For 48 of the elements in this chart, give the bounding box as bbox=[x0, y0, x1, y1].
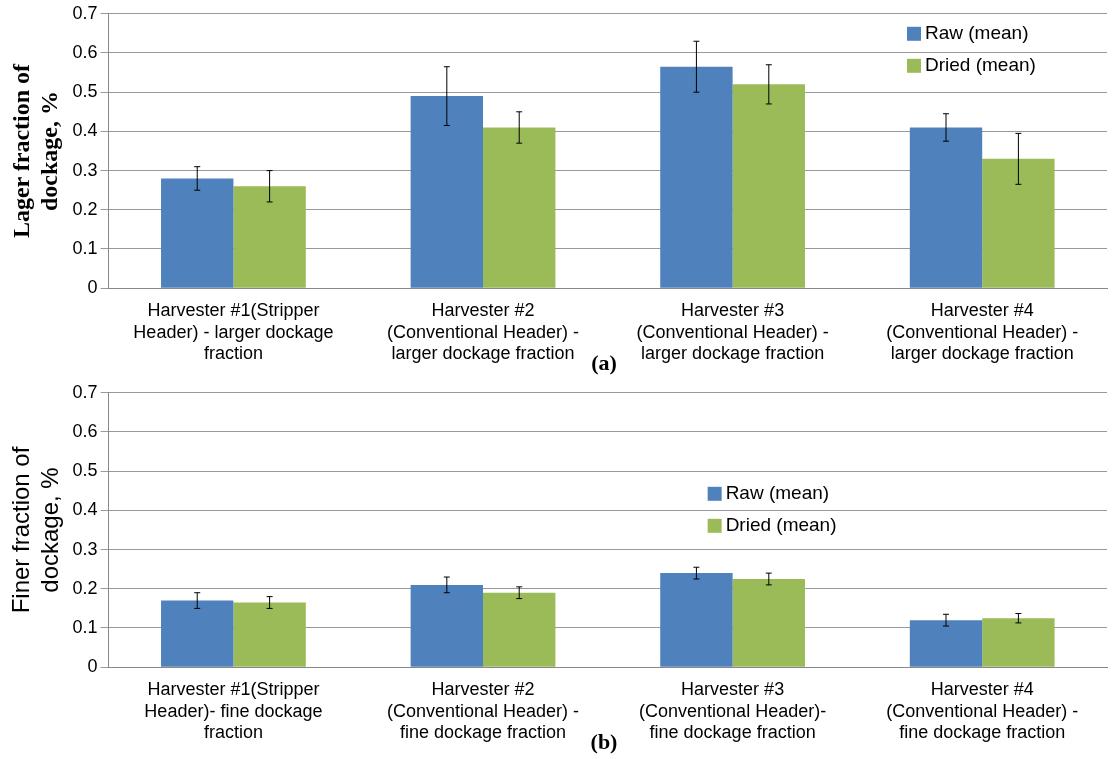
bar bbox=[660, 573, 733, 667]
bar bbox=[660, 66, 733, 288]
bar bbox=[483, 592, 556, 667]
bar bbox=[410, 584, 484, 667]
y-tick-label: 0.6 bbox=[72, 41, 98, 62]
bar bbox=[161, 600, 234, 667]
y-tick-label: 0.3 bbox=[72, 159, 98, 180]
y-tick-label: 0.1 bbox=[72, 616, 98, 637]
x-tick-label: Harvester #1(Stripper Header)- fine dockage fraction bbox=[144, 678, 323, 743]
y-tick-label: 0.1 bbox=[72, 237, 98, 258]
text: (b) bbox=[590, 728, 618, 754]
x-tick-label: Harvester #3 (Conventional Header) - larger dockage fraction bbox=[636, 299, 829, 364]
bar bbox=[483, 127, 556, 288]
bar bbox=[410, 96, 484, 288]
y-tick-label: 0.4 bbox=[72, 120, 98, 141]
y-tick-label: 0.6 bbox=[72, 420, 98, 441]
x-tick-label: Harvester #3 (Conventional Header)- fine dockage fraction bbox=[639, 678, 827, 743]
bar bbox=[233, 186, 306, 288]
y-tick-label: 0.7 bbox=[72, 381, 98, 402]
y-tick-label: 0.5 bbox=[72, 460, 98, 481]
y-axis-title: Lager fraction of dockage, % bbox=[7, 62, 63, 239]
x-tick-label: Harvester #4 (Conventional Header) - larger dockage fraction bbox=[886, 299, 1079, 364]
bar bbox=[982, 158, 1055, 288]
bar bbox=[732, 84, 805, 288]
bar bbox=[909, 127, 983, 288]
y-axis-title: Finer fraction of dockage, % bbox=[7, 446, 63, 614]
legend-label: Dried (mean) bbox=[925, 54, 1036, 76]
x-tick-label: Harvester #4 (Conventional Header) - fine dockage fraction bbox=[886, 678, 1079, 743]
bar bbox=[732, 579, 805, 667]
y-tick-label: 0.3 bbox=[72, 538, 98, 559]
y-tick-label: 0 bbox=[87, 277, 98, 298]
text: (a) bbox=[591, 349, 617, 375]
legend-label: Dried (mean) bbox=[725, 514, 837, 536]
x-tick-label: Harvester #2 (Conventional Header) - larger dockage fraction bbox=[386, 299, 580, 364]
bar bbox=[233, 602, 306, 667]
y-tick-label: 0.5 bbox=[72, 81, 98, 102]
x-tick-label: Harvester #1(Stripper Header) - larger dockage fraction bbox=[133, 299, 334, 364]
bar bbox=[909, 620, 983, 667]
y-tick-label: 0.2 bbox=[72, 577, 98, 598]
y-tick-label: 0 bbox=[87, 656, 98, 677]
x-tick-label: Harvester #2 (Conventional Header) - fine dockage fraction bbox=[386, 678, 580, 743]
bar bbox=[161, 178, 234, 288]
y-tick-label: 0.4 bbox=[72, 499, 98, 520]
legend-label: Raw (mean) bbox=[925, 22, 1029, 44]
y-tick-label: 0.7 bbox=[72, 2, 98, 23]
legend-label: Raw (mean) bbox=[725, 482, 830, 504]
bar bbox=[982, 618, 1055, 667]
y-tick-label: 0.2 bbox=[72, 198, 98, 219]
